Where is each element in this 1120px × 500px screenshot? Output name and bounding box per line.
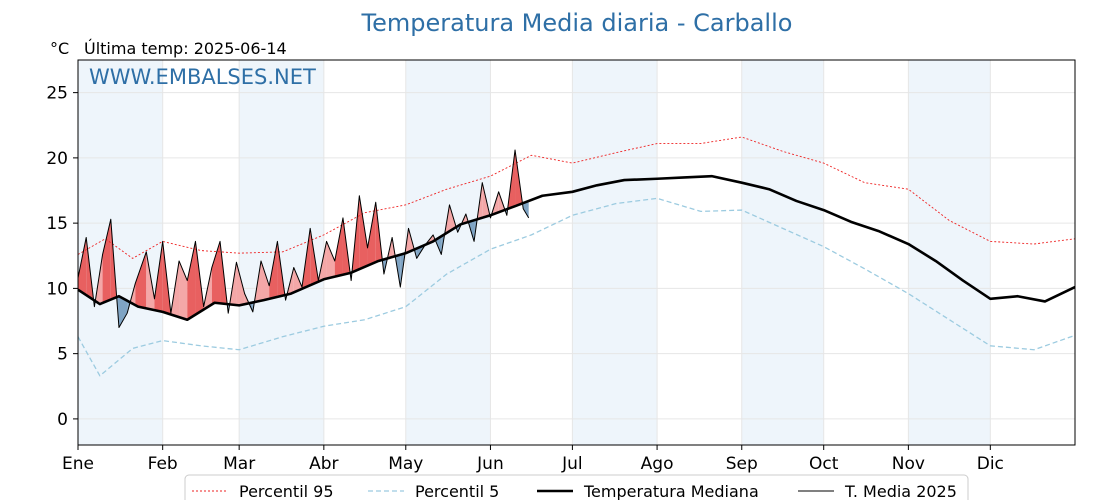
x-tick-label: Ago — [641, 454, 674, 474]
series-line-median — [77, 174, 1076, 322]
chart-legend: Percentil 95 Percentil 5 Temperatura Media… — [184, 474, 969, 500]
series-lines — [77, 136, 1076, 377]
legend-label-p95: Percentil 95 — [239, 482, 334, 500]
above-median-fill — [211, 241, 221, 305]
above-median-fill — [236, 262, 245, 306]
series-line-p5 — [77, 197, 1076, 377]
above-median-fill — [326, 241, 335, 279]
x-tick-label: Feb — [148, 454, 178, 474]
y-tick-label: 10 — [46, 279, 68, 299]
above-median-fill — [179, 260, 188, 320]
x-tick-label: Sep — [726, 454, 758, 474]
last-temp-subtitle: Última temp: 2025-06-14 — [84, 39, 287, 58]
series-line-p95 — [77, 136, 1076, 259]
below-median-fill — [118, 296, 128, 328]
x-tick-label: Jul — [561, 454, 583, 474]
axes: 0 5 10 15 20 25 Ene Feb Mar Abr May Jun Jul Ago Sep Oct… — [46, 84, 1004, 474]
above-median-fill — [293, 267, 302, 293]
month-band — [741, 60, 824, 445]
y-tick-label: 0 — [57, 410, 68, 430]
legend-box — [184, 474, 969, 500]
chart-title: Temperatura Media diaria - Carballo — [361, 9, 793, 37]
y-tick-label: 25 — [46, 84, 68, 104]
above-median-fill — [187, 241, 196, 320]
legend-label-current: T. Media 2025 — [844, 482, 957, 500]
above-median-fill — [261, 260, 270, 301]
above-median-fill — [78, 237, 87, 296]
month-band — [78, 60, 163, 445]
below-median-fill — [523, 200, 529, 218]
above-median-fill — [269, 241, 278, 299]
above-median-fill — [367, 202, 376, 266]
above-median-fill — [102, 219, 111, 303]
x-tick-label: Oct — [809, 454, 839, 474]
x-tick-label: May — [388, 454, 423, 474]
grid-lines — [77, 60, 1075, 445]
x-tick-label: Nov — [892, 454, 925, 474]
x-tick-label: Abr — [309, 454, 338, 474]
legend-label-median: Temperatura Mediana — [583, 482, 759, 500]
x-tick-label: Jun — [476, 454, 504, 474]
x-tick-label: Dic — [977, 454, 1004, 474]
x-tick-label: Mar — [223, 454, 255, 474]
above-median-fill — [135, 251, 147, 309]
site-watermark: WWW.EMBALSES.NET — [89, 65, 316, 89]
legend-label-p5: Percentil 5 — [415, 482, 499, 500]
y-tick-label: 15 — [46, 214, 68, 234]
plot-frame — [77, 59, 1076, 446]
above-median-fill — [334, 217, 343, 277]
y-axis-unit: °C — [50, 39, 69, 58]
y-tick-label: 5 — [57, 345, 68, 365]
month-band — [572, 60, 658, 445]
month-bands — [78, 60, 991, 445]
series-line-current — [77, 149, 530, 329]
y-tick-label: 20 — [46, 149, 68, 169]
x-tick-label: Ene — [62, 454, 94, 474]
